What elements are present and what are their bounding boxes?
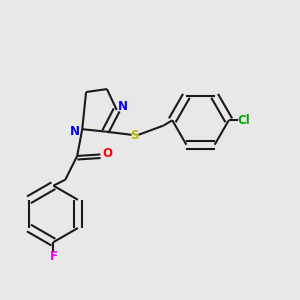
Text: N: N [70,125,80,138]
Text: O: O [102,147,112,161]
Text: N: N [118,100,128,113]
Text: S: S [130,129,139,142]
Text: Cl: Cl [238,114,250,127]
Text: F: F [50,250,57,263]
